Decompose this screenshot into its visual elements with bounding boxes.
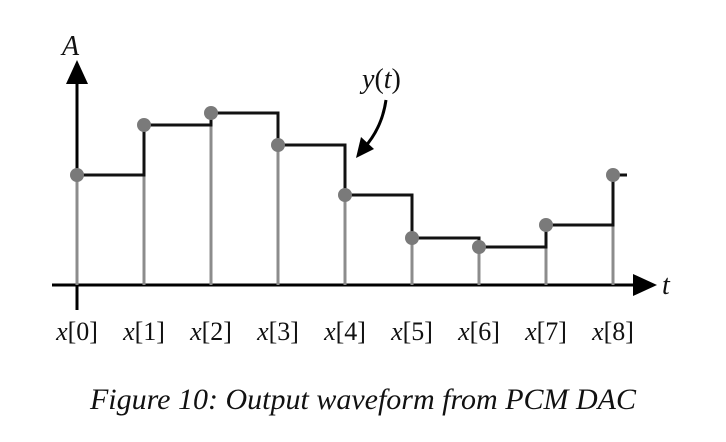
figure-caption: Figure 10: Output waveform from PCM DAC (89, 383, 637, 416)
x-axis-arrowhead (633, 274, 657, 296)
sample-label: x[1] (122, 317, 165, 346)
sample-points (70, 106, 620, 254)
sample-point (405, 231, 419, 245)
sample-labels: x[0] x[1] x[2] x[3] x[4] x[5] x[6] x[7] x[8] (55, 317, 634, 346)
curve-label-pointer-arrowhead (356, 137, 374, 158)
sample-point (539, 218, 553, 232)
sample-label: x[6] (457, 317, 500, 346)
sample-label: x[5] (390, 317, 433, 346)
sample-label: x[3] (256, 317, 299, 346)
sample-label: x[0] (55, 317, 98, 346)
sample-label: x[2] (189, 317, 232, 346)
curve-label-y-of-t: y(t) (359, 64, 401, 95)
sample-label: x[7] (524, 317, 567, 346)
sample-label: x[8] (591, 317, 634, 346)
sample-point (137, 118, 151, 132)
y-axis-label: A (60, 31, 80, 62)
curve-label-pointer-arrow (362, 99, 388, 150)
sample-point (271, 138, 285, 152)
sample-label: x[4] (323, 317, 366, 346)
sample-point (606, 168, 620, 182)
sample-point (472, 240, 486, 254)
output-staircase-waveform (77, 111, 627, 249)
sample-point (204, 106, 218, 120)
sample-point (70, 168, 84, 182)
x-axis-label: t (662, 270, 671, 301)
sample-point (338, 188, 352, 202)
y-axis-arrowhead (66, 60, 88, 84)
